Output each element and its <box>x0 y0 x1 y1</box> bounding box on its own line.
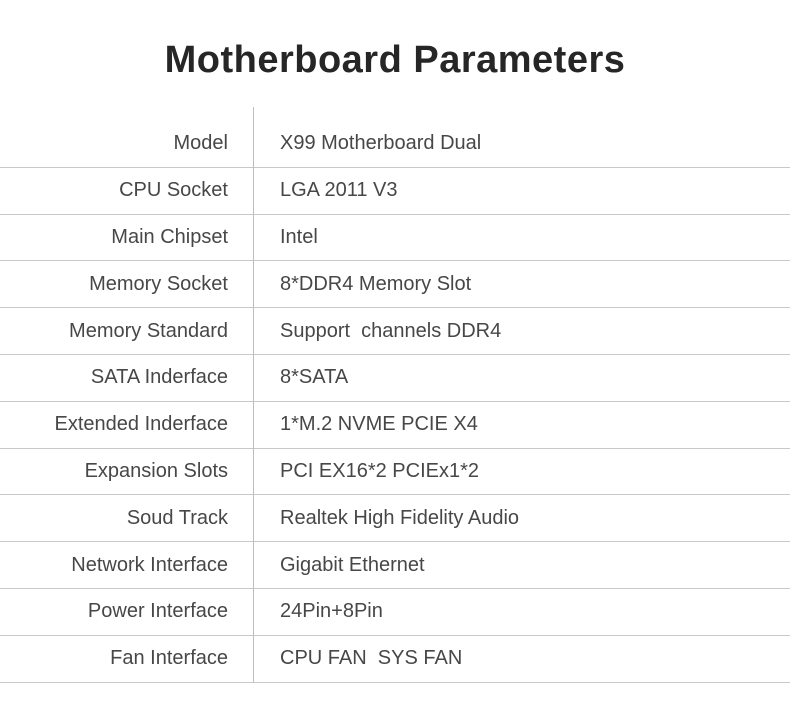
spec-value: LGA 2011 V3 <box>280 179 398 202</box>
spec-value: Intel <box>280 225 318 248</box>
spec-row: Fan Interface CPU FAN SYS FAN <box>0 636 790 683</box>
spec-row: Expansion Slots PCI EX16*2 PCIEx1*2 <box>0 449 790 496</box>
spec-value: Support channels DDR4 <box>280 319 502 342</box>
spec-label: Extended Inderface <box>54 413 228 436</box>
spec-row: SATA Inderface 8*SATA <box>0 355 790 402</box>
spec-label: Network Interface <box>71 553 228 576</box>
spec-label: Memory Socket <box>89 272 228 295</box>
spec-rows: Model X99 Motherboard Dual CPU Socket LGA 2… <box>0 121 790 683</box>
spec-label: Expansion Slots <box>84 459 228 482</box>
spec-value: Realtek High Fidelity Audio <box>280 506 520 529</box>
spec-label: CPU Socket <box>119 179 228 202</box>
spec-row: Model X99 Motherboard Dual <box>0 121 790 168</box>
spec-value: X99 Motherboard Dual <box>280 132 482 155</box>
spec-label: Main Chipset <box>111 225 228 248</box>
column-divider <box>253 107 254 683</box>
spec-value: 24Pin+8Pin <box>280 600 383 623</box>
spec-value: 8*SATA <box>280 366 349 389</box>
spec-row: Main Chipset Intel <box>0 215 790 262</box>
spec-value: CPU FAN SYS FAN <box>280 647 463 670</box>
spec-value: PCI EX16*2 PCIEx1*2 <box>280 459 479 482</box>
spec-label: Power Interface <box>87 600 228 623</box>
page-title: Motherboard Parameters <box>164 39 626 81</box>
spec-value: 1*M.2 NVME PCIE X4 <box>280 413 478 436</box>
spec-label: Fan Interface <box>110 647 228 670</box>
spec-label: Memory Standard <box>69 319 228 342</box>
spec-row: Network Interface Gigabit Ethernet <box>0 542 790 589</box>
spec-value: Gigabit Ethernet <box>280 553 425 576</box>
spec-value: 8*DDR4 Memory Slot <box>280 272 472 295</box>
spec-row: Soud Track Realtek High Fidelity Audio <box>0 495 790 543</box>
spec-label: Soud Track <box>126 506 228 529</box>
spec-row: Power Interface 24Pin+8Pin <box>0 589 790 636</box>
spec-label: SATA Inderface <box>90 366 228 389</box>
spec-row: Memory Socket 8*DDR4 Memory Slot <box>0 261 790 309</box>
spec-table: Model X99 Motherboard Dual CPU Socket LGA 2… <box>0 107 790 683</box>
spec-row: Memory Standard Support channels DDR4 <box>0 308 790 355</box>
spec-label: Model <box>173 132 228 155</box>
spec-row: CPU Socket LGA 2011 V3 <box>0 168 790 215</box>
spec-row: Extended Inderface 1*M.2 NVME PCIE X4 <box>0 402 790 449</box>
